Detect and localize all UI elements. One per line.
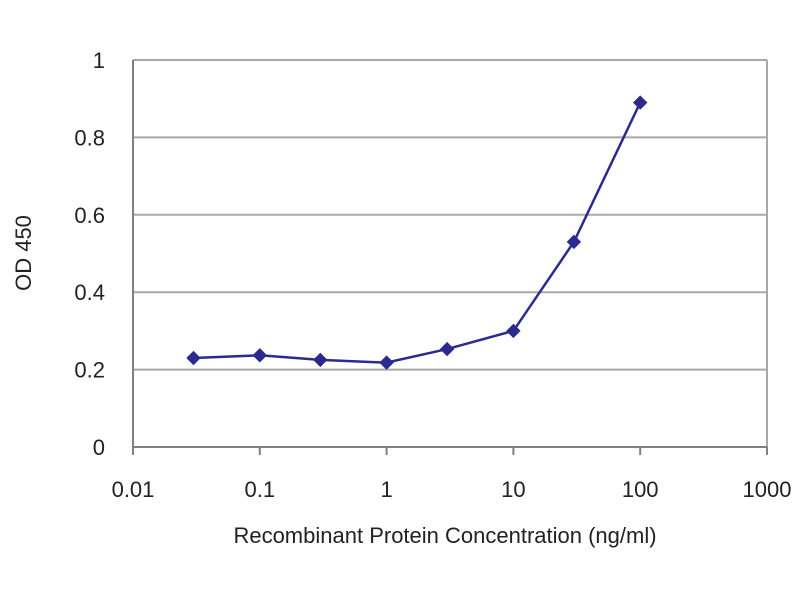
y-tick-label: 0.4 bbox=[74, 280, 105, 305]
x-tick-label: 1 bbox=[380, 477, 392, 502]
data-point bbox=[379, 355, 394, 370]
data-point bbox=[632, 95, 648, 110]
x-tick-label: 10 bbox=[501, 477, 525, 502]
x-tick-label: 1000 bbox=[743, 477, 792, 502]
x-tick-labels: 0.01 0.1 1 10 100 1000 bbox=[112, 477, 792, 502]
x-tick-label: 100 bbox=[622, 477, 659, 502]
data-point bbox=[439, 341, 455, 357]
y-tick-label: 0.8 bbox=[74, 125, 105, 150]
y-tick-label: 0 bbox=[93, 435, 105, 460]
x-tick-label: 0.01 bbox=[112, 477, 155, 502]
y-tick-label: 0.6 bbox=[74, 203, 105, 228]
x-axis-title: Recombinant Protein Concentration (ng/ml… bbox=[233, 523, 656, 548]
y-tick-labels: 0 0.2 0.4 0.6 0.8 1 bbox=[74, 48, 105, 460]
series-line bbox=[193, 102, 642, 364]
data-point bbox=[252, 348, 268, 363]
x-tick-marks bbox=[132, 447, 768, 455]
y-tick-label: 1 bbox=[93, 48, 105, 73]
data-point bbox=[313, 352, 328, 368]
grid-lines bbox=[133, 59, 768, 447]
data-point bbox=[186, 350, 201, 366]
x-tick-label: 0.1 bbox=[245, 477, 276, 502]
data-point bbox=[506, 323, 521, 339]
y-axis-title: OD 450 bbox=[11, 215, 36, 291]
y-tick-label: 0.2 bbox=[74, 358, 105, 383]
series-group bbox=[186, 95, 648, 370]
data-point bbox=[566, 234, 582, 250]
